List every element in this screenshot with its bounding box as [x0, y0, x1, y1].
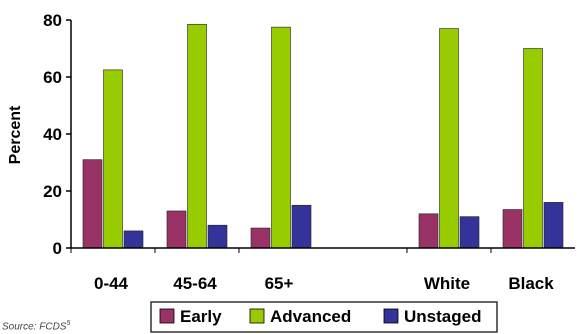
source-text: Source: FCDS	[2, 321, 67, 333]
bar-early	[166, 210, 187, 249]
y-tick-label: 60	[43, 68, 62, 87]
bar-unstaged	[207, 224, 228, 249]
y-tick-label: 80	[43, 11, 62, 30]
bar-advanced	[439, 28, 459, 249]
legend-swatch-early	[159, 308, 175, 324]
bar-early	[418, 213, 439, 249]
legend-box	[150, 301, 498, 333]
y-tick-label: 0	[53, 239, 62, 258]
bar-unstaged	[123, 230, 144, 249]
bar-unstaged	[291, 204, 312, 249]
y-axis-label: Percent	[7, 105, 24, 164]
y-tick-label: 20	[43, 182, 62, 201]
legend-label-unstaged: Unstaged	[404, 307, 481, 326]
bar-early	[502, 209, 523, 249]
bar-unstaged	[543, 202, 564, 249]
legend: Early Advanced Unstaged	[150, 301, 498, 333]
x-tick-label: White	[424, 274, 470, 293]
y-ticks-group: 0 20 40 60 80	[43, 11, 71, 258]
source-superscript: 5	[66, 320, 71, 327]
bar-advanced	[523, 48, 543, 249]
source-note: Source: FCDS5	[2, 320, 70, 332]
bar-early	[250, 227, 271, 249]
bar-unstaged	[459, 216, 480, 249]
legend-label-early: Early	[180, 307, 222, 326]
legend-label-advanced: Advanced	[270, 307, 351, 326]
x-tick-label: 65+	[265, 274, 294, 293]
bar-advanced	[271, 26, 291, 249]
x-tick-label: Black	[508, 274, 554, 293]
legend-swatch-advanced	[249, 308, 265, 324]
bar-advanced	[103, 69, 123, 249]
x-labels-group: 0-44 45-64 65+ White Black	[70, 248, 554, 293]
legend-swatch-unstaged	[383, 308, 399, 324]
bar-early	[82, 159, 103, 249]
bars-group	[82, 23, 564, 249]
x-tick-label: 45-64	[173, 274, 217, 293]
y-tick-label: 40	[43, 125, 62, 144]
bar-advanced	[187, 23, 207, 249]
x-tick-label: 0-44	[94, 274, 129, 293]
